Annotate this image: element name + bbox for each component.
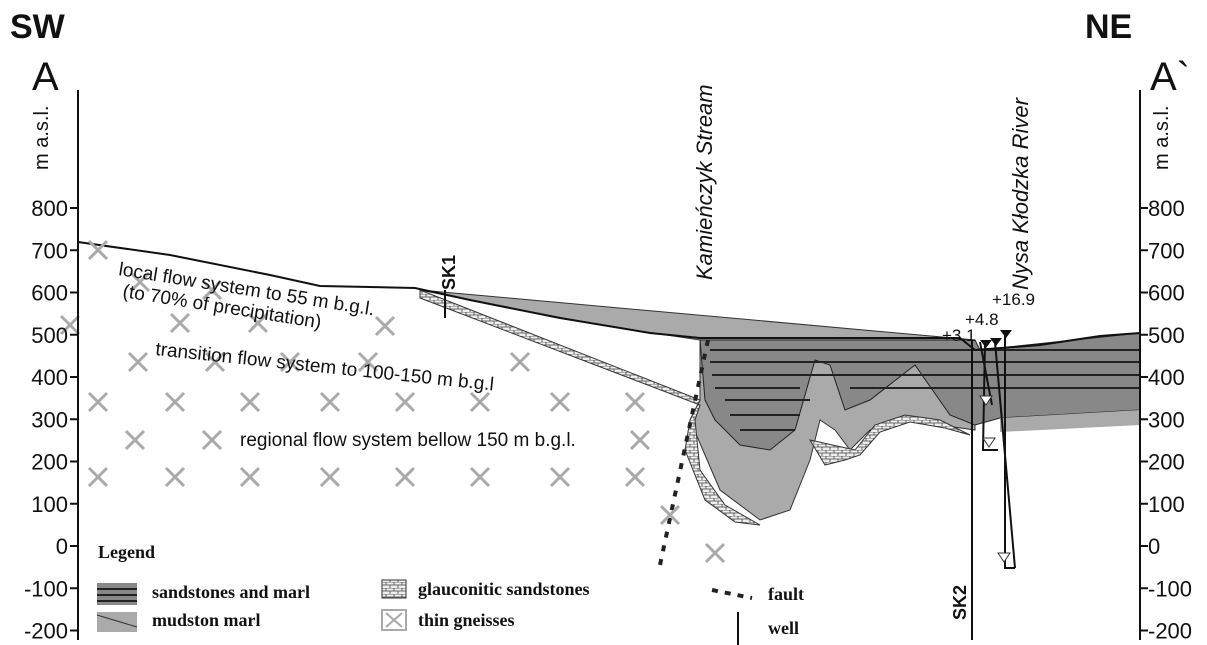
- fault: [658, 339, 710, 566]
- left-axis-label: m a.s.l.: [31, 106, 53, 170]
- y-tick-label: 0: [56, 534, 68, 559]
- wells: [444, 290, 1016, 640]
- y-tick-label: -200: [24, 619, 68, 644]
- legend-sw1: [97, 583, 137, 605]
- cross: [87, 466, 109, 488]
- mudstone-band: [1000, 410, 1140, 432]
- flow-transition: transition flow system to 100-150 m b.g.…: [154, 339, 494, 395]
- cross: [129, 271, 151, 293]
- y-tick-label: 700: [31, 238, 68, 263]
- legend-label: fault: [768, 584, 804, 604]
- legend-sw5: [711, 588, 753, 600]
- water-levels: [979, 395, 1011, 563]
- head: +4.8: [965, 310, 999, 329]
- glauconitic-2: [808, 414, 971, 466]
- legend-label: thin gneisses: [418, 610, 515, 630]
- sw: SW: [10, 8, 66, 46]
- cross: [549, 391, 571, 413]
- cross: [319, 391, 341, 413]
- cross: [394, 466, 416, 488]
- cross: [247, 312, 269, 334]
- y-tick-label: 500: [31, 323, 68, 348]
- cross: [59, 314, 81, 336]
- y-tick-label: 400: [31, 365, 68, 390]
- y-tick-label: -100: [24, 576, 68, 601]
- cross: [469, 466, 491, 488]
- cross: [169, 312, 191, 334]
- legend-label: mudston marl: [152, 610, 261, 630]
- well-sk1: SK1: [439, 255, 459, 290]
- y-tick-label: 500: [1148, 323, 1185, 348]
- y-tick-label: 700: [1148, 238, 1185, 263]
- y-tick-label: 100: [31, 492, 68, 517]
- legend-sw2: [96, 612, 138, 632]
- legend-label: sandstones and marl: [152, 582, 310, 602]
- cross: [164, 466, 186, 488]
- head: +3.1: [942, 326, 976, 345]
- legend-label: well: [768, 618, 799, 638]
- sandstone-lines: [710, 349, 1140, 431]
- y-tick-label: 0: [1148, 534, 1160, 559]
- y-tick-label: 300: [31, 407, 68, 432]
- gneiss-crosses: [59, 239, 726, 564]
- stream: Kamieńczyk Stream: [692, 84, 717, 280]
- y-tick-label: 800: [1148, 196, 1185, 221]
- cross: [319, 466, 341, 488]
- y-tick-label: 200: [1148, 450, 1185, 475]
- cross: [549, 466, 571, 488]
- cross: [357, 351, 379, 373]
- cross: [204, 351, 226, 373]
- cross: [624, 466, 646, 488]
- cross: [469, 391, 491, 413]
- point-a: A: [32, 55, 59, 99]
- topography: [77, 241, 1141, 352]
- cross: [629, 429, 651, 451]
- y-tick-label: 300: [1148, 407, 1185, 432]
- legend-title: Legend: [98, 542, 155, 562]
- legend-sw3: [381, 579, 407, 599]
- cross: [239, 391, 261, 413]
- right-axis-label: m a.s.l.: [1151, 106, 1173, 170]
- cross: [87, 239, 109, 261]
- y-tick-label: 400: [1148, 365, 1185, 390]
- y-tick-label: 200: [31, 450, 68, 475]
- cross: [659, 504, 681, 526]
- cross: [201, 429, 223, 451]
- river: Nysa Kłodzka River: [1008, 96, 1033, 290]
- legend-label: glauconitic sandstones: [418, 579, 590, 599]
- head: +16.9: [992, 290, 1035, 309]
- cross: [87, 391, 109, 413]
- point-a2: A`: [1150, 55, 1190, 99]
- glauconitic: [419, 289, 761, 526]
- y-tick-label: 800: [31, 196, 68, 221]
- cross: [124, 429, 146, 451]
- cross: [394, 391, 416, 413]
- cross: [201, 279, 223, 301]
- cross: [127, 351, 149, 373]
- ne: NE: [1085, 8, 1132, 46]
- y-tick-label: 600: [31, 281, 68, 306]
- cross: [704, 542, 726, 564]
- cross: [164, 391, 186, 413]
- y-tick-label: -200: [1148, 619, 1192, 644]
- flow-regional: regional flow system bellow 150 m b.g.l.: [240, 430, 576, 451]
- well-sk2: SK2: [950, 585, 970, 620]
- cross: [374, 315, 396, 337]
- cross: [509, 351, 531, 373]
- heads: [980, 330, 1012, 348]
- cross: [239, 466, 261, 488]
- legend-sw4: [381, 609, 407, 631]
- y-tick-label: -100: [1148, 576, 1192, 601]
- y-tick-label: 100: [1148, 492, 1185, 517]
- cross: [279, 351, 301, 373]
- cross: [624, 391, 646, 413]
- y-tick-label: 600: [1148, 281, 1185, 306]
